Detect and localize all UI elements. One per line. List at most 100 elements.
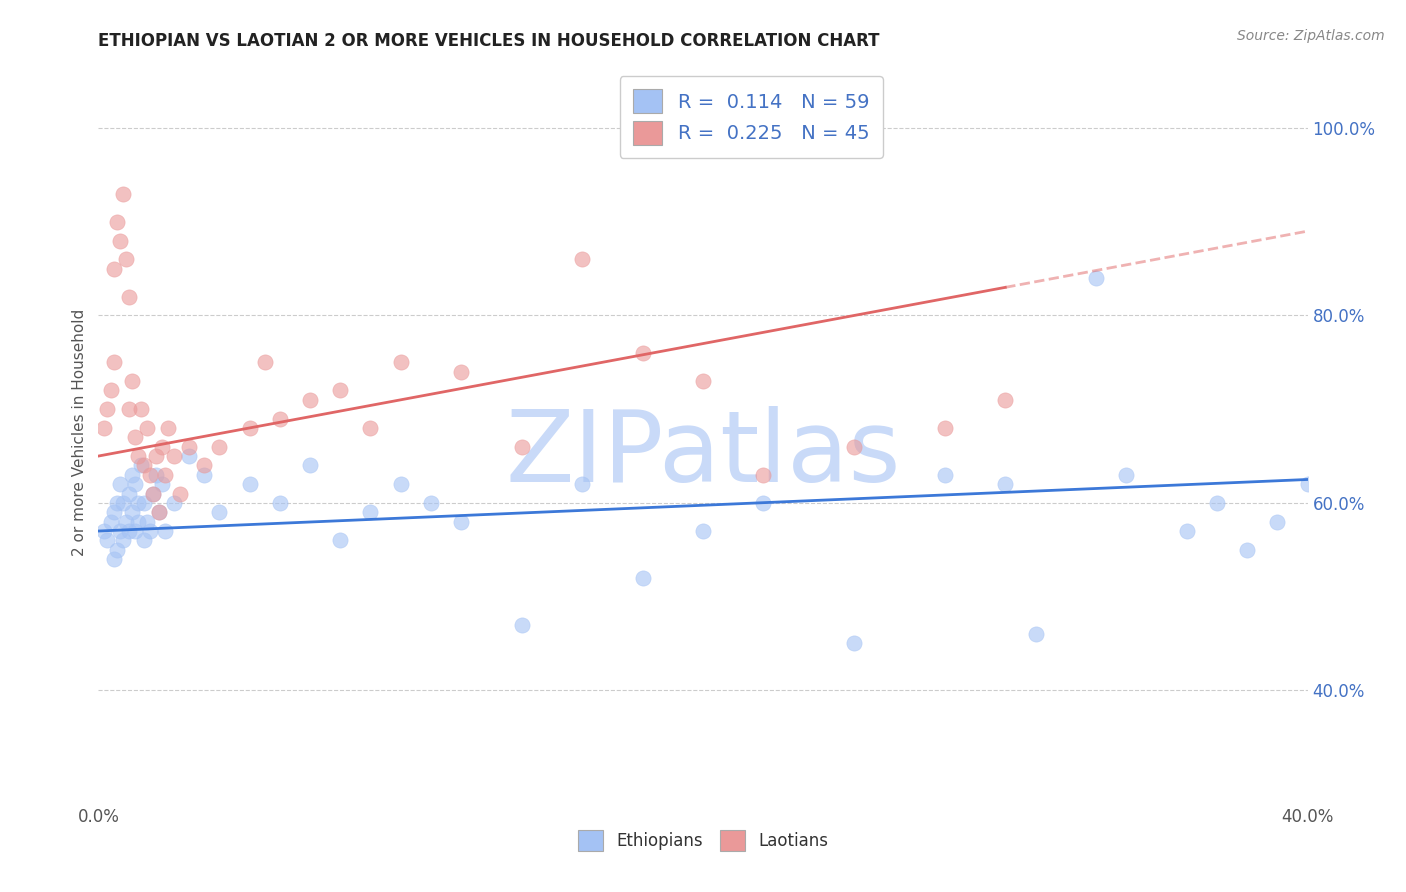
Point [121, 467, 143, 482]
Point [139, 467, 162, 482]
Point [139, 524, 162, 538]
Point [103, 261, 125, 276]
Point [269, 496, 291, 510]
Point [148, 505, 170, 519]
Point [239, 477, 262, 491]
Point [299, 458, 322, 473]
Point [253, 355, 276, 369]
Point [108, 477, 131, 491]
Point [93, 421, 115, 435]
Point [148, 505, 170, 519]
Point [844, 636, 866, 650]
Point [208, 505, 231, 519]
Point [420, 496, 443, 510]
Point [571, 477, 593, 491]
Point [105, 542, 128, 557]
Point [329, 384, 352, 398]
Point [127, 515, 149, 529]
Point [129, 458, 152, 473]
Point [1175, 524, 1198, 538]
Point [752, 496, 775, 510]
Point [114, 252, 136, 267]
Point [510, 440, 533, 454]
Point [179, 440, 201, 454]
Text: Source: ZipAtlas.com: Source: ZipAtlas.com [1237, 29, 1385, 43]
Y-axis label: 2 or more Vehicles in Household: 2 or more Vehicles in Household [72, 309, 87, 557]
Point [692, 524, 714, 538]
Point [100, 515, 122, 529]
Point [360, 421, 382, 435]
Point [108, 234, 131, 248]
Point [108, 524, 131, 538]
Point [121, 505, 143, 519]
Point [1206, 496, 1229, 510]
Point [571, 252, 593, 267]
Point [329, 533, 352, 548]
Point [124, 477, 146, 491]
Point [111, 496, 134, 510]
Point [132, 496, 155, 510]
Point [153, 467, 176, 482]
Point [994, 392, 1017, 407]
Point [118, 524, 141, 538]
Point [239, 421, 262, 435]
Point [163, 449, 186, 463]
Point [1085, 271, 1108, 285]
Point [150, 477, 173, 491]
Point [103, 355, 125, 369]
Point [132, 533, 155, 548]
Point [934, 421, 956, 435]
Point [631, 571, 654, 585]
Text: ETHIOPIAN VS LAOTIAN 2 OR MORE VEHICLES IN HOUSEHOLD CORRELATION CHART: ETHIOPIAN VS LAOTIAN 2 OR MORE VEHICLES … [98, 32, 880, 50]
Point [1115, 467, 1137, 482]
Point [103, 505, 125, 519]
Point [163, 496, 186, 510]
Point [153, 524, 176, 538]
Point [100, 384, 122, 398]
Point [844, 440, 866, 454]
Point [118, 402, 141, 417]
Point [193, 467, 215, 482]
Point [135, 515, 157, 529]
Point [145, 449, 167, 463]
Point [389, 355, 412, 369]
Point [193, 458, 215, 473]
Point [934, 467, 956, 482]
Point [93, 524, 115, 538]
Point [1236, 542, 1258, 557]
Point [450, 365, 472, 379]
Point [129, 402, 152, 417]
Point [118, 486, 141, 500]
Point [208, 440, 231, 454]
Point [127, 449, 149, 463]
Point [135, 421, 157, 435]
Point [169, 486, 191, 500]
Point [103, 552, 125, 566]
Point [111, 533, 134, 548]
Point [105, 215, 128, 229]
Point [105, 496, 128, 510]
Point [142, 486, 165, 500]
Point [179, 449, 201, 463]
Point [96, 402, 118, 417]
Point [692, 374, 714, 388]
Point [1267, 515, 1289, 529]
Point [142, 486, 165, 500]
Point [752, 467, 775, 482]
Point [150, 440, 173, 454]
Point [132, 458, 155, 473]
Point [389, 477, 412, 491]
Point [124, 524, 146, 538]
Point [299, 392, 322, 407]
Point [1296, 477, 1319, 491]
Point [631, 346, 654, 360]
Point [124, 430, 146, 444]
Point [510, 617, 533, 632]
Point [156, 421, 179, 435]
Point [114, 515, 136, 529]
Point [1024, 627, 1046, 641]
Point [127, 496, 149, 510]
Legend: Ethiopians, Laotians: Ethiopians, Laotians [571, 823, 835, 857]
Point [360, 505, 382, 519]
Point [111, 186, 134, 201]
